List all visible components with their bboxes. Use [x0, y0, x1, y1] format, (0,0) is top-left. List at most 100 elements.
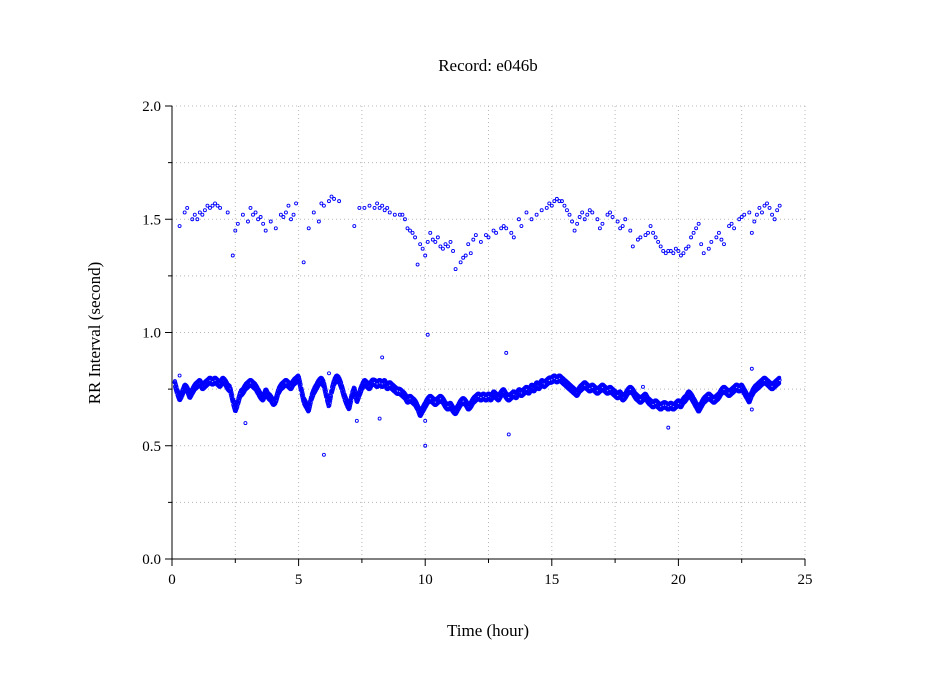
data-point: [382, 208, 387, 213]
y-tick-label: 0.0: [142, 552, 161, 568]
data-point: [246, 219, 250, 224]
data-point: [352, 224, 357, 229]
data-point: [509, 230, 514, 235]
data-point: [575, 221, 580, 226]
data-point: [516, 217, 521, 222]
data-point: [294, 201, 299, 206]
data-point: [552, 199, 557, 204]
data-point: [544, 205, 549, 210]
data-point: [316, 219, 321, 224]
data-point-outlier: [177, 373, 182, 378]
data-point: [597, 226, 602, 231]
data-point: [651, 230, 656, 235]
data-point: [727, 224, 731, 229]
data-point: [491, 228, 496, 233]
data-point: [471, 237, 476, 242]
data-point: [413, 235, 418, 240]
data-point-outlier: [506, 432, 511, 437]
data-point: [408, 228, 412, 233]
x-axis-label: Time (hour): [447, 621, 529, 640]
y-axis-label: RR Interval (second): [85, 262, 104, 405]
data-point: [353, 388, 358, 393]
data-point: [494, 230, 499, 235]
data-point-outlier: [423, 443, 428, 448]
y-tick-label: 1.0: [142, 326, 161, 342]
data-point: [182, 210, 187, 215]
data-point: [299, 386, 304, 391]
data-point: [190, 217, 195, 222]
data-point: [767, 205, 772, 210]
data-point: [673, 246, 678, 251]
data-point: [352, 386, 357, 391]
data-point: [661, 249, 666, 253]
data-point: [684, 246, 688, 251]
data-point: [348, 400, 353, 405]
data-point: [177, 224, 182, 229]
data-point: [258, 215, 263, 219]
data-point-outlier: [377, 416, 382, 421]
data-point: [387, 210, 392, 215]
data-point: [754, 212, 759, 217]
data-point: [323, 387, 328, 392]
data-point: [423, 253, 428, 258]
data-point: [623, 217, 628, 222]
data-point: [701, 251, 706, 256]
data-point: [435, 235, 440, 240]
data-points: [172, 194, 782, 457]
data-point: [757, 205, 762, 210]
data-point: [678, 253, 683, 258]
y-tick-label: 2.0: [142, 99, 161, 115]
data-point: [306, 226, 311, 231]
data-point: [559, 199, 564, 204]
data-point: [337, 199, 342, 204]
data-point: [281, 215, 286, 219]
data-point: [410, 230, 415, 235]
data-point: [321, 203, 326, 208]
data-point: [230, 393, 235, 398]
data-point: [466, 242, 471, 247]
data-point: [367, 203, 372, 208]
data-point: [297, 376, 302, 381]
data-point: [225, 210, 230, 215]
data-point: [448, 239, 453, 244]
data-point: [240, 212, 245, 217]
data-point: [323, 385, 328, 390]
data-point: [529, 217, 534, 222]
data-point: [577, 215, 582, 219]
data-point: [322, 381, 327, 386]
data-point: [775, 208, 780, 213]
tick-marks: [165, 105, 806, 566]
data-point-outlier: [425, 332, 430, 337]
data-point: [300, 388, 304, 393]
data-point: [628, 228, 633, 233]
data-point: [699, 242, 704, 247]
data-point: [208, 205, 212, 210]
data-point: [179, 395, 184, 400]
data-point: [468, 251, 473, 256]
data-point: [777, 203, 782, 208]
data-point: [473, 233, 478, 238]
data-point: [478, 239, 483, 244]
grid-lines: [172, 105, 806, 559]
data-point: [213, 201, 217, 206]
data-point: [425, 239, 430, 244]
data-point: [256, 217, 261, 222]
data-point: [328, 396, 333, 401]
data-point: [681, 251, 686, 256]
data-point: [328, 398, 333, 403]
data-point: [301, 260, 306, 265]
data-point: [557, 199, 562, 204]
data-point: [519, 224, 524, 229]
data-point: [635, 237, 640, 242]
data-point: [380, 203, 385, 208]
data-point: [732, 226, 737, 231]
data-point: [418, 242, 423, 247]
data-point: [348, 402, 353, 407]
data-point: [565, 208, 569, 213]
chart-title: Record: e046b: [438, 56, 538, 75]
data-point: [319, 201, 324, 206]
data-point: [714, 235, 719, 240]
data-point: [440, 246, 445, 251]
data-point: [327, 403, 332, 408]
data-point: [298, 380, 303, 385]
